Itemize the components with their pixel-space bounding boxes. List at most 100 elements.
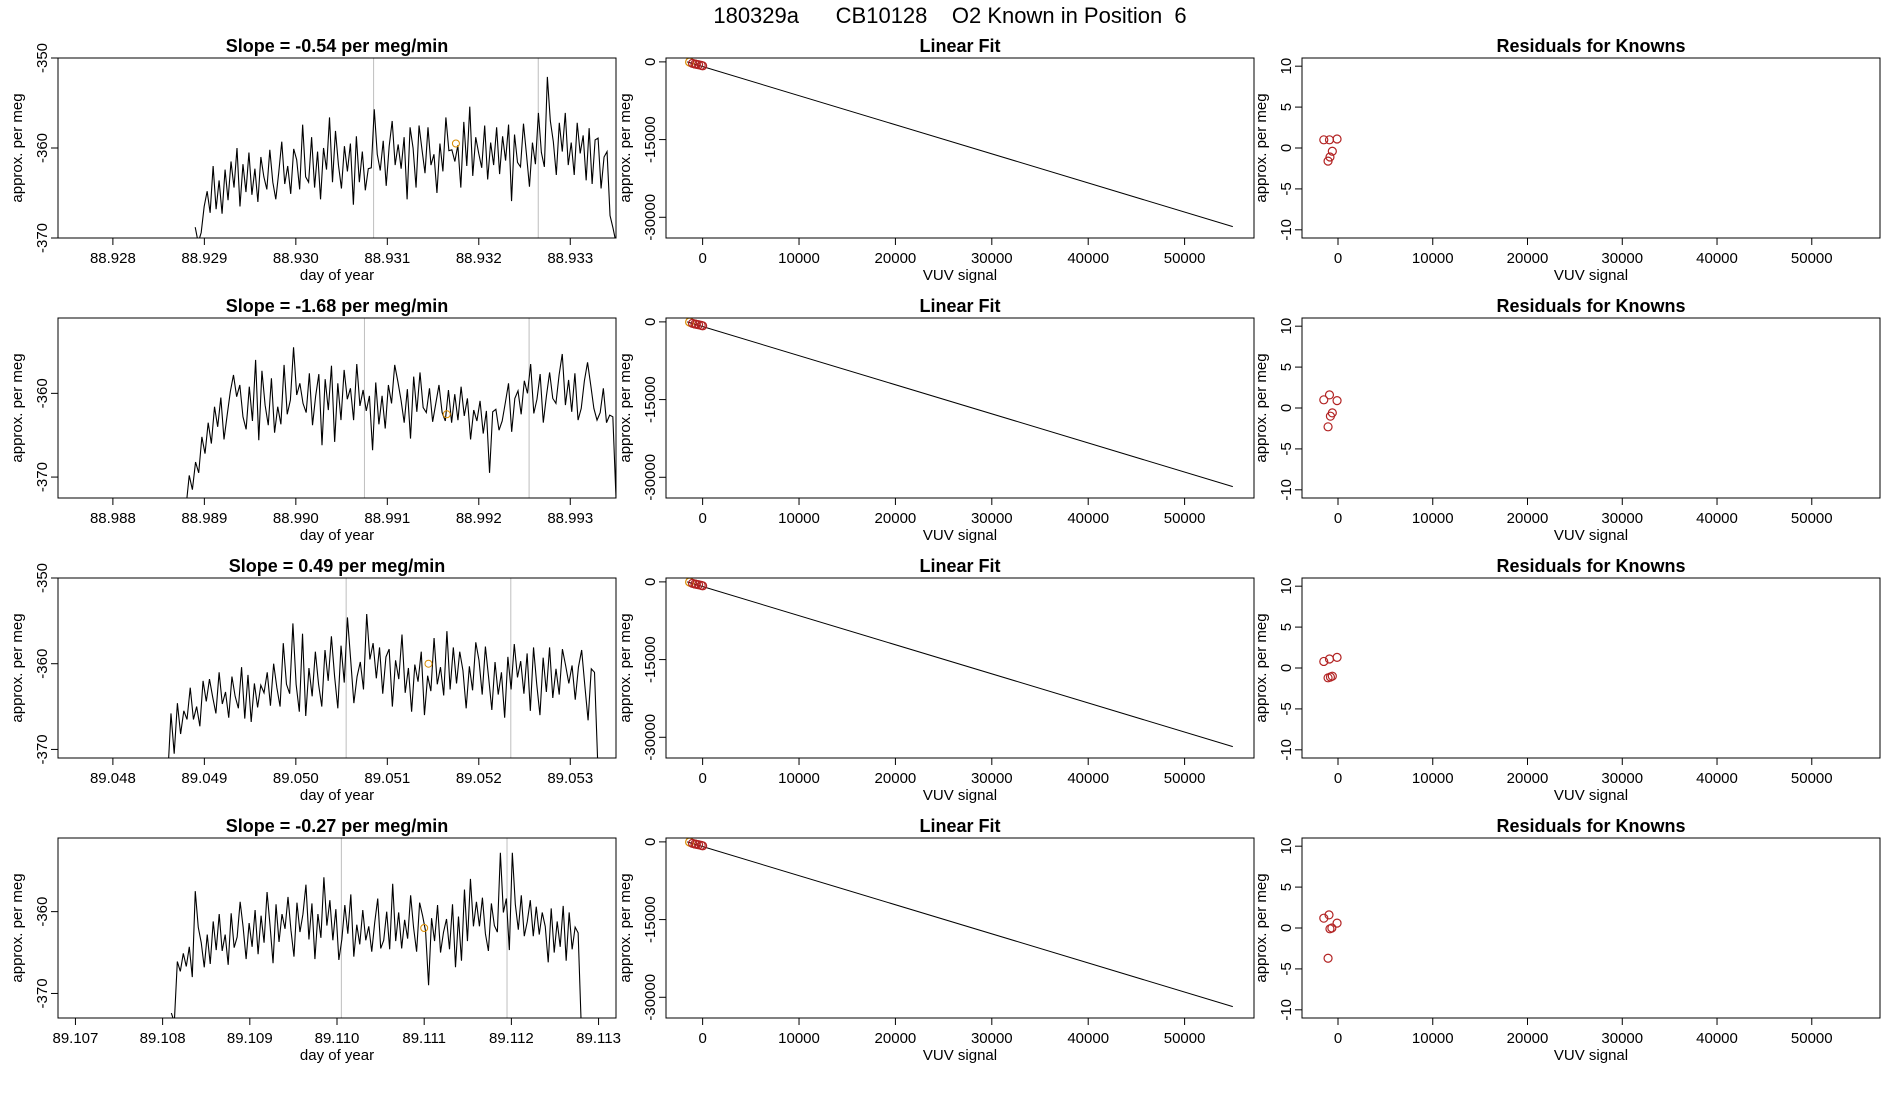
fit-line	[687, 61, 1233, 228]
y-axis-label: approx. per meg	[1253, 353, 1270, 462]
y-tick-label: -10	[1278, 219, 1295, 241]
plot-frame	[665, 317, 1255, 499]
residual-point	[1332, 652, 1342, 662]
y-tick-label: -5	[1278, 702, 1295, 715]
y-tick-label: -350	[34, 563, 51, 593]
x-tick-label: 0	[1334, 250, 1342, 267]
x-axis-label: VUV signal	[923, 267, 997, 284]
x-tick-label: 89.113	[576, 1030, 621, 1047]
y-tick-label: -5	[1278, 182, 1295, 195]
y-tick-label: 0	[1278, 144, 1295, 152]
x-tick-label: 0	[1334, 510, 1342, 527]
panel-4-2: Linear Fit 0 10000 20000 30000 40000 50000 -300…	[617, 816, 1255, 1064]
x-tick-label: 89.049	[181, 770, 227, 787]
y-tick-label: -10	[1278, 739, 1295, 761]
y-tick-label: 10	[1278, 578, 1295, 595]
panel-4-1: Slope = -0.27 per meg/min 89.107 89.108 89.…	[9, 816, 621, 1064]
y-tick-label: -15000	[642, 116, 659, 163]
y-tick-label: -5	[1278, 962, 1295, 975]
x-tick-label: 50000	[1164, 510, 1206, 527]
x-tick-label: 0	[698, 1030, 706, 1047]
plot-area	[58, 578, 599, 758]
plot-area	[1319, 910, 1342, 963]
x-axis-label: VUV signal	[923, 527, 997, 544]
y-tick-label: 5	[1278, 883, 1295, 891]
plot-area	[58, 58, 616, 238]
panel-title: Slope = 0.49 per meg/min	[229, 556, 446, 576]
x-axis-label: VUV signal	[1554, 1047, 1628, 1064]
x-axis-label: VUV signal	[923, 787, 997, 804]
panel-3-2: Linear Fit 0 10000 20000 30000 40000 50000 -300…	[617, 556, 1255, 804]
panel-3-3: Residuals for Knowns 0 10000 20000 30000 4000…	[1253, 556, 1881, 804]
x-tick-label: 30000	[971, 510, 1013, 527]
plot-area	[1319, 652, 1342, 683]
x-tick-label: 40000	[1067, 1030, 1109, 1047]
y-tick-label: -360	[34, 897, 51, 927]
residual-point	[1325, 152, 1335, 162]
x-tick-label: 10000	[778, 1030, 820, 1047]
y-axis-label: approx. per meg	[617, 873, 634, 982]
x-tick-label: 0	[698, 250, 706, 267]
x-tick-label: 88.931	[364, 250, 410, 267]
x-tick-label: 88.928	[90, 250, 136, 267]
panel-title: Residuals for Knowns	[1496, 556, 1685, 576]
plot-frame	[665, 837, 1255, 1019]
x-tick-label: 10000	[1412, 250, 1454, 267]
x-axis-label: day of year	[300, 267, 374, 284]
y-tick-label: -15000	[642, 896, 659, 943]
y-tick-label: 0	[642, 578, 659, 586]
y-tick-label: -30000	[642, 974, 659, 1021]
y-axis-label: approx. per meg	[1253, 613, 1270, 722]
x-axis-label: day of year	[300, 527, 374, 544]
x-tick-label: 10000	[778, 510, 820, 527]
x-axis-label: VUV signal	[1554, 527, 1628, 544]
residual-point	[1325, 924, 1335, 934]
x-tick-label: 30000	[971, 250, 1013, 267]
figure-title: 180329a CB10128 O2 Known in Position 6	[713, 3, 1187, 28]
y-tick-label: -15000	[642, 376, 659, 423]
x-tick-label: 88.929	[181, 250, 227, 267]
x-tick-label: 88.933	[547, 250, 593, 267]
panel-title: Linear Fit	[919, 36, 1000, 56]
x-axis-label: day of year	[300, 787, 374, 804]
plot-area	[58, 318, 616, 498]
y-tick-label: -370	[34, 978, 51, 1008]
plot-frame	[1301, 317, 1881, 499]
x-tick-label: 40000	[1696, 250, 1738, 267]
residual-point	[1323, 953, 1333, 963]
x-tick-label: 89.112	[489, 1030, 534, 1047]
x-tick-label: 88.990	[273, 510, 319, 527]
y-tick-label: -30000	[642, 454, 659, 501]
x-tick-label: 40000	[1696, 1030, 1738, 1047]
x-tick-label: 10000	[778, 250, 820, 267]
panel-3-1: Slope = 0.49 per meg/min 89.048 89.049 89.0…	[9, 556, 617, 804]
plot-area	[58, 838, 582, 1018]
x-tick-label: 50000	[1791, 770, 1833, 787]
x-tick-label: 89.048	[90, 770, 136, 787]
panel-title: Slope = -1.68 per meg/min	[226, 296, 449, 316]
y-axis-label: approx. per meg	[9, 353, 26, 462]
x-tick-label: 40000	[1067, 250, 1109, 267]
x-axis-label: day of year	[300, 1047, 374, 1064]
series-line	[186, 347, 616, 498]
plot-frame	[665, 577, 1255, 759]
x-tick-label: 30000	[971, 1030, 1013, 1047]
x-tick-label: 89.111	[402, 1030, 446, 1047]
x-tick-label: 50000	[1164, 250, 1206, 267]
residual-point	[1323, 673, 1333, 683]
x-tick-label: 88.992	[456, 510, 502, 527]
x-tick-label: 88.930	[273, 250, 319, 267]
x-tick-label: 88.989	[181, 510, 227, 527]
y-tick-label: -360	[34, 649, 51, 679]
x-axis-label: VUV signal	[923, 1047, 997, 1064]
plot-area	[685, 578, 1233, 748]
x-axis-label: VUV signal	[1554, 267, 1628, 284]
x-tick-label: 20000	[1507, 770, 1549, 787]
x-tick-label: 89.052	[456, 770, 502, 787]
x-tick-label: 0	[698, 770, 706, 787]
y-tick-label: 10	[1278, 58, 1295, 75]
y-tick-label: 0	[642, 318, 659, 326]
x-tick-label: 40000	[1696, 510, 1738, 527]
y-tick-label: -30000	[642, 714, 659, 761]
x-tick-label: 0	[698, 510, 706, 527]
